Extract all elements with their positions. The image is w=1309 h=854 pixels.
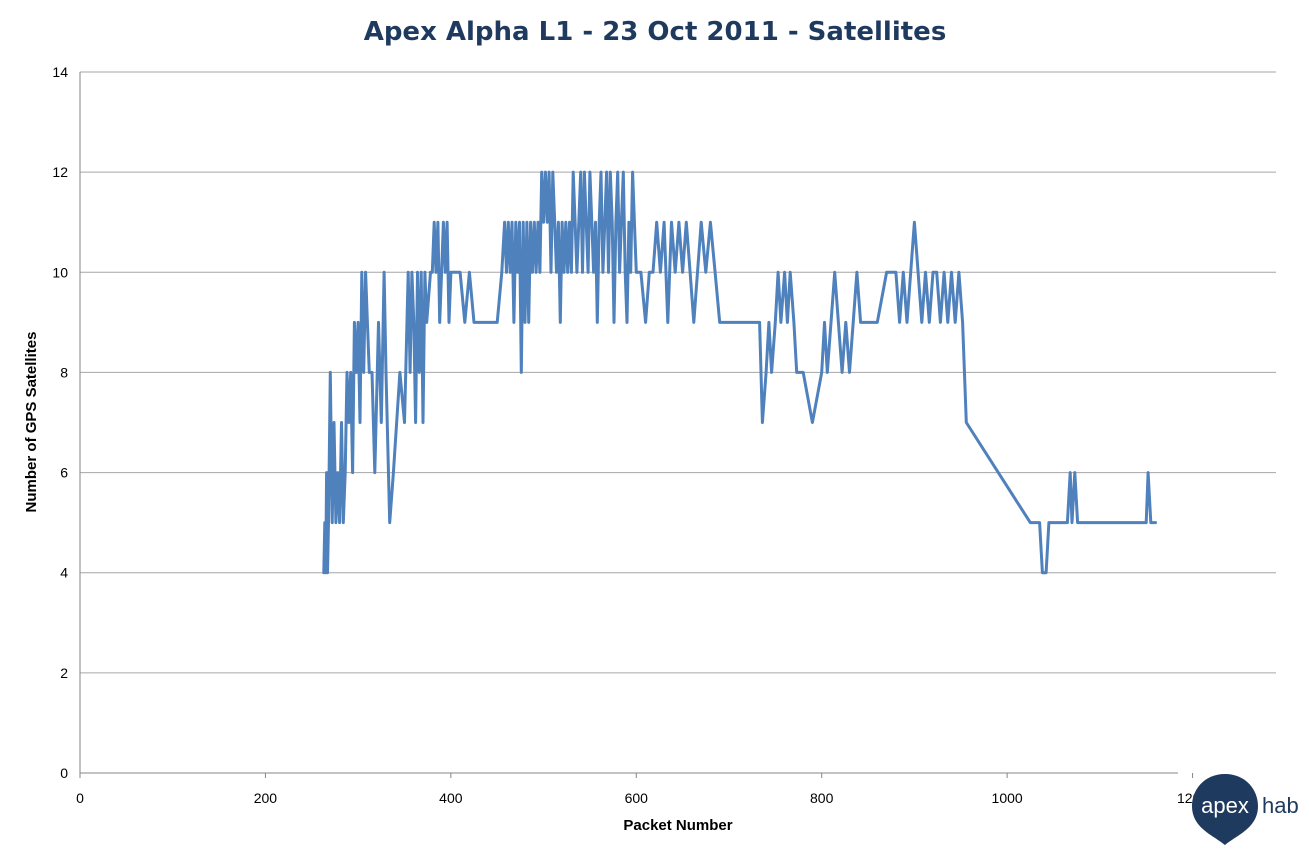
- y-tick-label-4: 4: [60, 565, 68, 581]
- y-tick-label-12: 12: [52, 164, 68, 180]
- y-tick-label-8: 8: [60, 364, 68, 380]
- apexhab-logo: apex hab: [1192, 774, 1299, 845]
- y-tick-label-14: 14: [52, 64, 68, 80]
- x-tick-label-400: 400: [439, 790, 463, 806]
- x-tick-label-200: 200: [254, 790, 278, 806]
- axes: [79, 72, 1194, 778]
- logo-word-apex: apex: [1201, 793, 1249, 818]
- logo-word-hab: hab: [1262, 793, 1299, 818]
- x-tick-label-800: 800: [810, 790, 834, 806]
- x-tick-label-0: 0: [76, 790, 84, 806]
- chart-title: Apex Alpha L1 - 23 Oct 2011 - Satellites: [364, 17, 947, 47]
- y-tick-labels: 0 2 4 6 8 10 12 14: [52, 64, 68, 781]
- y-tick-label-0: 0: [60, 765, 68, 781]
- gridlines: [80, 71, 1276, 674]
- logo-pin-shape: [1192, 774, 1258, 845]
- series-line-gps-satellites: [322, 170, 1157, 575]
- x-tick-label-600: 600: [625, 790, 649, 806]
- y-tick-label-10: 10: [52, 264, 68, 280]
- y-tick-label-2: 2: [60, 665, 68, 681]
- y-axis-label: Number of GPS Satellites: [23, 332, 40, 513]
- x-tick-label-1000: 1000: [992, 790, 1023, 806]
- x-tick-labels: 0 200 400 600 800 1000 1200: [76, 790, 1208, 806]
- x-axis-label: Packet Number: [623, 817, 732, 834]
- y-tick-label-6: 6: [60, 465, 68, 481]
